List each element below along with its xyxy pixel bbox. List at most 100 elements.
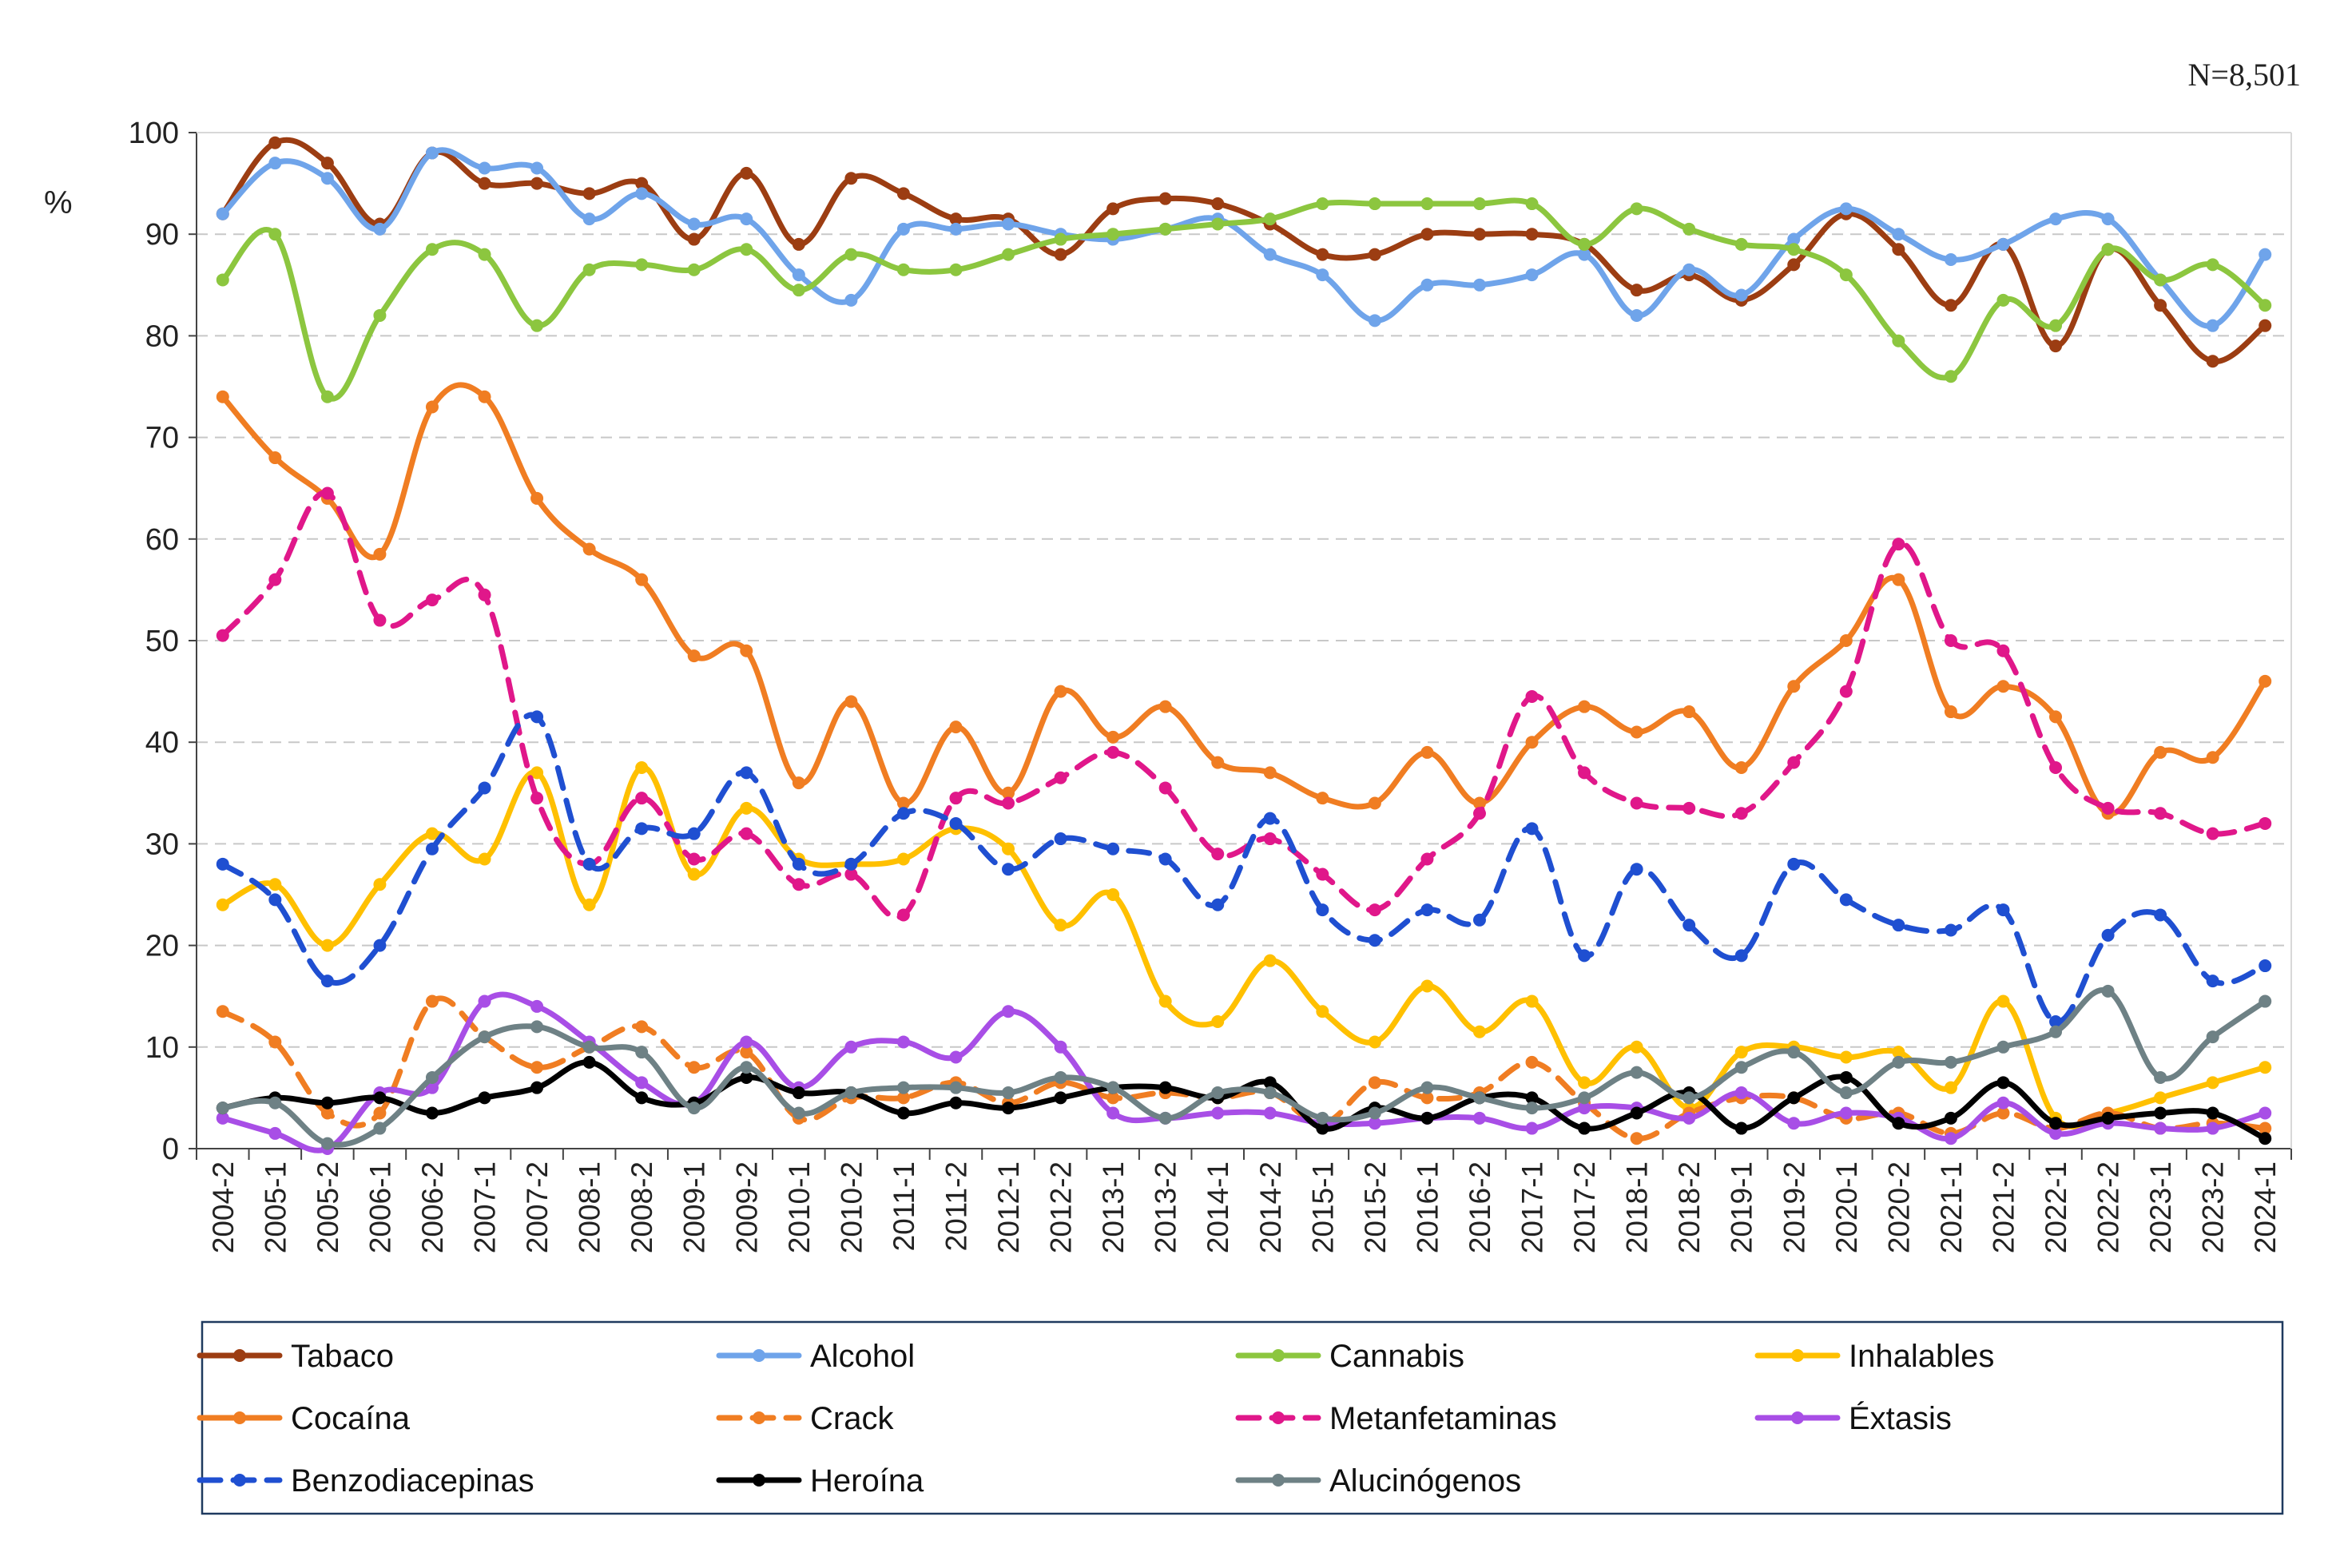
- data-point: [1316, 903, 1329, 917]
- data-point: [896, 187, 910, 200]
- data-point: [1263, 766, 1277, 780]
- data-point: [844, 293, 858, 307]
- data-point: [687, 852, 701, 866]
- data-point: [425, 243, 439, 256]
- data-point: [1996, 1096, 2010, 1110]
- data-point: [582, 1055, 596, 1069]
- data-point: [1002, 796, 1015, 810]
- x-tick-label: 2020-2: [1882, 1161, 1915, 1253]
- data-point: [216, 207, 229, 220]
- data-point: [687, 867, 701, 881]
- data-point: [1106, 228, 1120, 241]
- data-point: [740, 827, 753, 840]
- y-axis-label: %: [44, 185, 73, 220]
- data-point: [740, 1046, 753, 1059]
- data-point: [844, 172, 858, 185]
- data-point: [1787, 1046, 1801, 1059]
- data-point: [1734, 237, 1748, 251]
- y-tick-label: 30: [145, 828, 179, 861]
- data-point: [2259, 994, 2272, 1008]
- data-point: [268, 136, 282, 149]
- legend-label: Tabaco: [291, 1339, 394, 1374]
- data-point: [1683, 1111, 1696, 1125]
- data-point: [1002, 248, 1015, 261]
- x-tick-label: 2019-2: [1778, 1161, 1810, 1253]
- data-point: [1002, 1005, 1015, 1018]
- data-point: [1734, 1061, 1748, 1074]
- data-point: [1525, 736, 1539, 749]
- data-point: [425, 146, 439, 160]
- data-point: [1420, 852, 1434, 866]
- data-point: [844, 248, 858, 261]
- data-point: [635, 1076, 649, 1090]
- data-point: [1996, 1076, 2010, 1090]
- data-point: [1578, 1102, 1591, 1115]
- legend-marker: [1791, 1349, 1804, 1362]
- legend-label: Alcohol: [810, 1339, 915, 1374]
- data-point: [216, 1102, 229, 1115]
- data-point: [1839, 1070, 1853, 1084]
- data-point: [844, 695, 858, 709]
- x-tick-label: 2021-1: [1935, 1161, 1968, 1253]
- data-point: [530, 161, 544, 175]
- sample-size-note: N=8,501: [2187, 57, 2301, 93]
- x-tick-label: 2009-1: [678, 1161, 711, 1253]
- data-point: [1368, 314, 1381, 327]
- x-tick-label: 2010-1: [783, 1161, 816, 1253]
- legend: Tabaco Alcohol Cannabis Inhalables Cocaína Cr…: [197, 1320, 2284, 1515]
- data-point: [896, 807, 910, 820]
- x-tick-label: 2007-2: [521, 1161, 554, 1253]
- legend-item-alcohol: Alcohol: [716, 1339, 915, 1374]
- data-point: [1944, 1111, 1957, 1125]
- data-point: [1578, 700, 1591, 713]
- legend-label: Metanfetaminas: [1329, 1401, 1557, 1436]
- data-point: [1839, 893, 1853, 907]
- data-point: [2154, 807, 2167, 820]
- data-point: [530, 1061, 544, 1074]
- data-point: [1525, 1121, 1539, 1135]
- data-point: [1472, 807, 1486, 820]
- data-point: [1787, 1091, 1801, 1105]
- data-point: [268, 1035, 282, 1049]
- legend-marker: [1272, 1474, 1285, 1487]
- y-tick-label: 50: [145, 625, 179, 658]
- data-point: [373, 222, 387, 236]
- data-point: [949, 1050, 963, 1064]
- data-point: [1944, 705, 1957, 719]
- data-point: [2154, 299, 2167, 312]
- legend-label: Crack: [810, 1401, 894, 1436]
- legend-label: Alucinógenos: [1329, 1463, 1521, 1499]
- legend-marker: [1791, 1411, 1804, 1424]
- data-point: [1892, 573, 1905, 586]
- data-point: [320, 1106, 334, 1120]
- data-point: [1316, 1121, 1329, 1135]
- data-point: [1054, 248, 1067, 261]
- data-point: [1787, 857, 1801, 871]
- data-point: [530, 766, 544, 780]
- data-point: [2259, 1106, 2272, 1120]
- data-point: [949, 1096, 963, 1110]
- legend-marker: [753, 1349, 765, 1362]
- data-point: [1578, 1076, 1591, 1090]
- data-point: [1944, 634, 1957, 647]
- legend-item-inhalables: Inhalables: [1754, 1339, 1994, 1374]
- x-tick-label: 2018-2: [1673, 1161, 1706, 1253]
- data-point: [1683, 919, 1696, 932]
- data-point: [1787, 258, 1801, 272]
- data-point: [1578, 237, 1591, 251]
- data-point: [1368, 1076, 1381, 1090]
- legend-label: Inhalables: [1849, 1339, 1994, 1374]
- data-point: [2259, 1061, 2272, 1074]
- data-point: [1944, 299, 1957, 312]
- data-point: [268, 228, 282, 241]
- data-point: [1683, 705, 1696, 719]
- data-point: [2049, 761, 2063, 774]
- x-tick-label: 2024-1: [2249, 1161, 2282, 1253]
- data-point: [2206, 827, 2219, 840]
- x-tick-label: 2016-2: [1464, 1161, 1496, 1253]
- x-tick-label: 2013-2: [1150, 1161, 1182, 1253]
- data-point: [1630, 1132, 1643, 1145]
- data-point: [687, 263, 701, 276]
- data-point: [1525, 1055, 1539, 1069]
